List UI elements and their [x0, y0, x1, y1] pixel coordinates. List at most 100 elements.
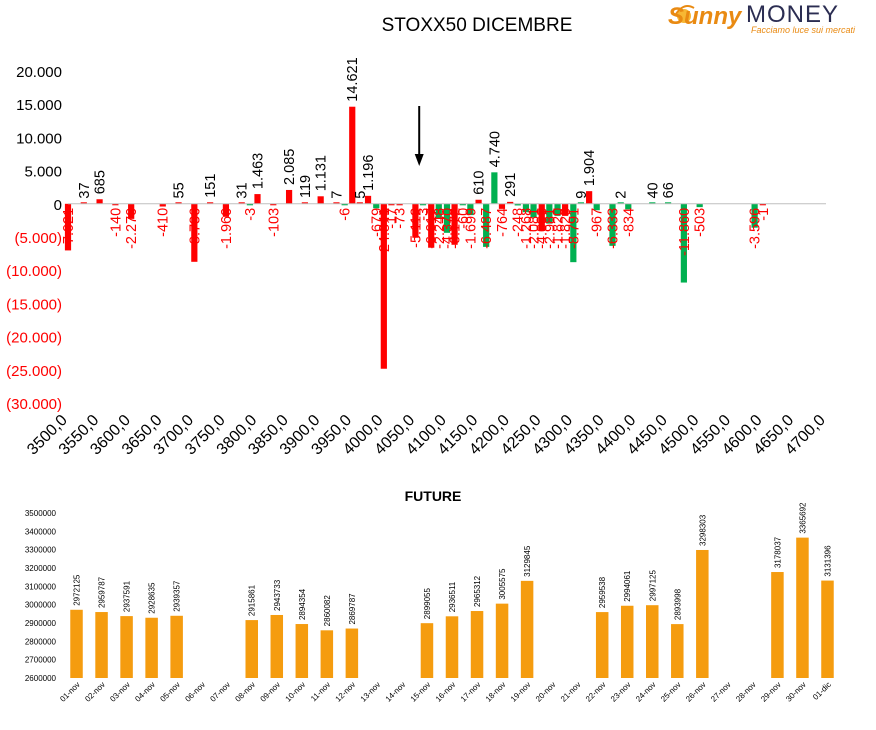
bottom-x-tick-label: 11-nov	[309, 680, 332, 703]
top-bar	[419, 203, 427, 206]
bottom-x-tick-label: 04-nov	[133, 680, 157, 704]
top-data-label: -73	[393, 208, 409, 229]
top-bar	[617, 202, 624, 204]
bottom-bar	[95, 612, 108, 678]
bottom-x-axis: 01-nov 02-nov 03-nov 04-nov 05-nov 06-nov 07-n…	[58, 680, 833, 704]
bottom-x-tick-label: 27-nov	[709, 680, 733, 704]
top-y-tick-label: 5.000	[24, 164, 62, 181]
bottom-x-tick-label: 22-nov	[584, 680, 608, 704]
current-price-arrow	[414, 106, 424, 166]
bottom-x-tick-label: 01-dic	[811, 680, 833, 702]
bottom-data-label: 3131396	[823, 545, 832, 577]
logo-word-money: MONEY	[746, 1, 839, 28]
top-bar	[159, 203, 166, 207]
top-data-label: -834	[621, 208, 637, 237]
bottom-bar	[696, 549, 709, 678]
top-bar	[435, 203, 442, 219]
bottom-y-tick-label: 3200000	[25, 564, 57, 573]
top-data-label: 9	[574, 191, 590, 199]
top-bar	[593, 203, 600, 211]
bottom-x-tick-label: 13-nov	[359, 680, 383, 704]
top-data-label: -1	[756, 208, 772, 221]
top-data-label: 4.740	[487, 131, 503, 167]
top-bar	[759, 203, 766, 206]
bottom-x-tick-label: 16-nov	[434, 680, 458, 704]
bottom-x-tick-label: 03-nov	[108, 680, 132, 704]
top-y-tick-label: (15.000)	[6, 296, 62, 313]
top-data-label: -6	[338, 208, 354, 221]
bottom-data-label: 2994061	[623, 570, 632, 602]
top-bar	[491, 172, 498, 204]
bottom-x-tick-label: 23-nov	[609, 680, 633, 704]
bottom-data-label: 2860082	[323, 595, 332, 627]
bottom-bar	[145, 617, 158, 678]
top-data-label: -2.270	[124, 208, 140, 249]
bottom-bar	[245, 620, 258, 678]
sun-icon	[675, 5, 695, 23]
top-bar	[254, 194, 261, 204]
bottom-data-labels: 2972125 2959787 2937591 2928635 2939357 29158…	[73, 502, 833, 626]
bottom-bar	[520, 580, 534, 678]
top-bar	[207, 202, 214, 204]
top-data-label: -6.487	[479, 208, 495, 249]
top-y-tick-label: 0	[54, 197, 62, 214]
top-bar	[388, 203, 395, 206]
bottom-x-tick-label: 05-nov	[158, 680, 182, 704]
top-data-label: -3	[416, 208, 432, 221]
top-data-label: 2	[614, 191, 630, 199]
top-data-label: 119	[298, 175, 314, 198]
top-data-label: -1.699	[463, 208, 479, 249]
top-data-label: -248	[511, 208, 527, 237]
top-y-tick-label: 15.000	[16, 97, 62, 114]
top-bar	[96, 199, 103, 204]
top-y-tick-label: (20.000)	[6, 330, 62, 347]
logo: Sunny MONEY Facciamo luce sui mercati	[668, 1, 856, 35]
bottom-data-label: 2893998	[673, 588, 682, 620]
top-bar	[562, 203, 569, 216]
bottom-data-label: 2936511	[448, 581, 457, 612]
bottom-bar	[270, 614, 284, 678]
bottom-y-tick-label: 2700000	[25, 656, 57, 665]
bottom-x-tick-label: 25-nov	[659, 680, 683, 704]
top-data-label: -6.617	[424, 208, 440, 249]
top-bar	[246, 203, 254, 206]
top-bar	[238, 202, 245, 204]
bottom-bar	[671, 624, 684, 678]
top-bar	[475, 199, 482, 204]
bottom-x-tick-label: 29-nov	[759, 680, 783, 704]
bottom-bar	[345, 628, 359, 678]
bottom-data-label: 2915861	[248, 584, 257, 616]
top-bar	[554, 203, 561, 216]
bottom-x-tick-label: 24-nov	[634, 680, 658, 704]
top-bar	[649, 202, 656, 204]
top-bar	[459, 203, 466, 206]
bottom-chart-title: FUTURE	[405, 488, 462, 504]
top-chart: STOXX50 DICEMBRE 20.000 15.000 10.000 5.000…	[6, 15, 829, 458]
top-y-axis: 20.000 15.000 10.000 5.000 0 (5.000) (10.000) (…	[6, 64, 62, 413]
top-bar	[664, 202, 672, 204]
top-data-label: 2.085	[282, 149, 298, 185]
top-bar	[191, 203, 198, 262]
top-data-label: -4.096	[535, 208, 551, 249]
bottom-x-tick-label: 08-nov	[233, 680, 257, 704]
bottom-y-tick-label: 3500000	[25, 509, 57, 518]
bottom-bar	[170, 615, 183, 678]
bottom-bar	[295, 624, 309, 678]
bottom-y-tick-label: 3400000	[25, 527, 57, 536]
top-bar	[696, 203, 703, 208]
top-data-label: -4.370	[440, 208, 456, 249]
top-bar	[373, 203, 380, 209]
bottom-bar	[470, 611, 484, 678]
bottom-x-tick-label: 06-nov	[183, 680, 207, 704]
top-bar	[538, 203, 545, 231]
top-data-label: -2.081	[527, 208, 543, 249]
top-bar	[301, 202, 308, 204]
logo-word-sunny: Sunny	[668, 3, 743, 30]
top-data-label: -11.860	[677, 208, 693, 256]
bottom-bar	[445, 616, 459, 678]
bottom-data-label: 2965312	[473, 575, 482, 607]
bottom-bar	[821, 580, 834, 678]
top-data-label: -3.596	[748, 208, 764, 249]
top-data-label: -764	[495, 208, 511, 237]
top-bar	[364, 195, 372, 204]
